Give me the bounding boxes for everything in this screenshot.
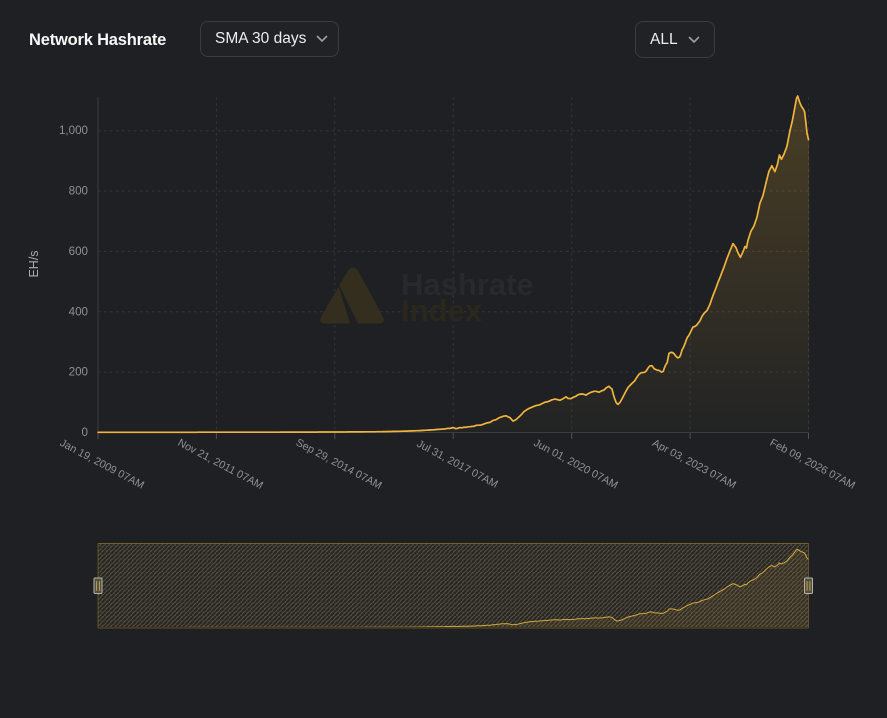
svg-text:Hashrate: Hashrate xyxy=(401,267,534,302)
svg-text:0: 0 xyxy=(82,426,88,439)
svg-text:800: 800 xyxy=(69,185,88,198)
svg-text:Nov 21, 2011 07AM: Nov 21, 2011 07AM xyxy=(176,437,265,492)
svg-text:1,000: 1,000 xyxy=(59,124,88,137)
svg-text:Jul 31, 2017 07AM: Jul 31, 2017 07AM xyxy=(415,438,500,491)
svg-text:600: 600 xyxy=(69,245,88,258)
svg-text:Jan 19, 2009 07AM: Jan 19, 2009 07AM xyxy=(58,437,146,492)
svg-text:200: 200 xyxy=(69,366,88,379)
svg-text:Apr 03, 2023 07AM: Apr 03, 2023 07AM xyxy=(650,437,738,491)
svg-text:Index: Index xyxy=(401,293,483,328)
svg-text:400: 400 xyxy=(69,305,88,318)
svg-text:Jun 01, 2020 07AM: Jun 01, 2020 07AM xyxy=(531,437,619,492)
svg-text:EH/s: EH/s xyxy=(27,250,41,277)
svg-text:Sep 29, 2014 07AM: Sep 29, 2014 07AM xyxy=(294,437,384,492)
svg-text:Feb 09, 2026 07AM: Feb 09, 2026 07AM xyxy=(768,437,857,492)
